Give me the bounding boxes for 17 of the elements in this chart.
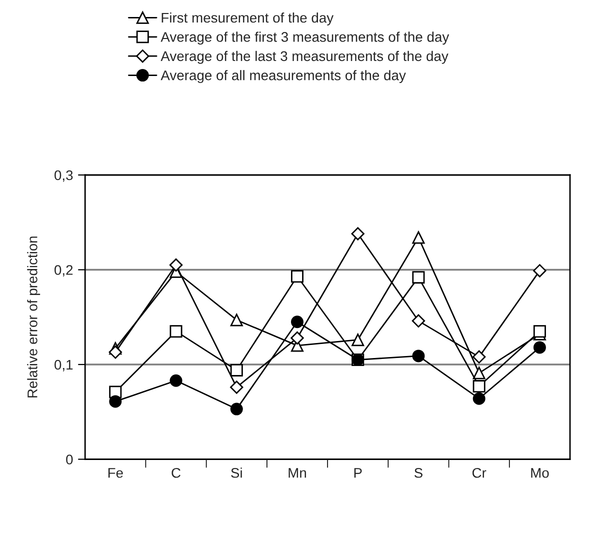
legend-label: Average of the last 3 measurements of the day — [160, 50, 448, 64]
y-tick-label: 0 — [66, 454, 73, 464]
y-tick-label: 0,3 — [54, 170, 73, 182]
x-tick-label: Cr — [472, 468, 486, 478]
legend-label: Average of the first 3 measurements of the day — [160, 32, 450, 45]
x-tick-label: Si — [231, 468, 242, 478]
x-tick-label: Fe — [108, 468, 123, 478]
y-tick-label: 0,2 — [54, 265, 73, 277]
legend-label: Average of all measurements of the day — [160, 70, 406, 84]
x-tick-label: C — [172, 468, 180, 478]
y-tick-label: 0,1 — [54, 360, 73, 372]
x-tick-label: P — [354, 468, 362, 478]
x-tick-label: S — [414, 468, 422, 478]
legend-label: First mesurement of the day — [162, 12, 334, 26]
x-tick-label: Mo — [531, 468, 549, 478]
y-axis-title: Relative error of prediction — [27, 236, 40, 398]
x-tick-label: Mn — [288, 468, 306, 478]
